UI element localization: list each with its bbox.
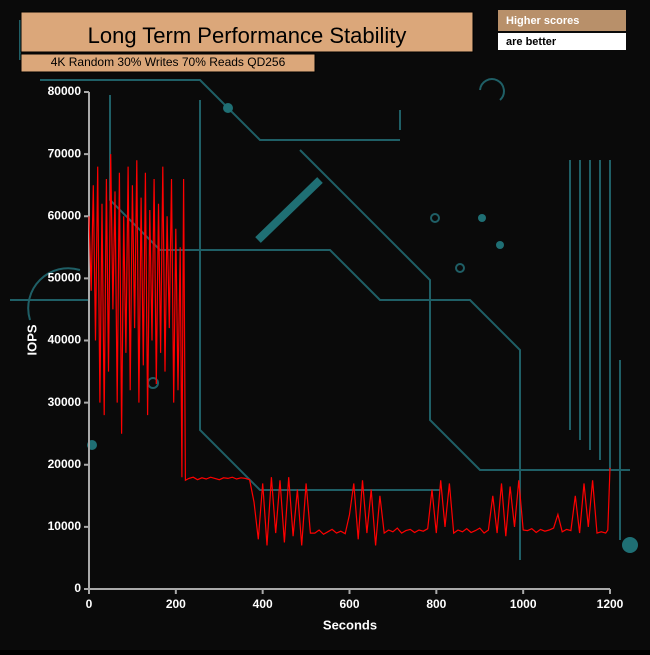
chart-subtitle: 4K Random 30% Writes 70% Reads QD256 (51, 55, 286, 69)
y-tick-label: 50000 (48, 271, 82, 285)
note-box (498, 10, 626, 31)
y-tick-label: 40000 (48, 333, 82, 347)
x-tick-label: 200 (166, 597, 186, 611)
x-tick-label: 1000 (510, 597, 537, 611)
x-tick-label: 1200 (597, 597, 624, 611)
x-tick-label: 400 (253, 597, 273, 611)
title-box (20, 11, 474, 53)
circuit-decoration (10, 20, 638, 560)
x-tick-label: 0 (86, 597, 93, 611)
x-tick-label: 800 (426, 597, 446, 611)
y-tick-label: 20000 (48, 457, 82, 471)
note: Higher scores (506, 15, 579, 27)
y-tick-label: 60000 (48, 208, 82, 222)
subtitle-box (20, 53, 316, 73)
data-line (88, 154, 611, 546)
y-tick-label: 0 (74, 581, 81, 595)
chart-title: Long Term Performance Stability (88, 23, 407, 48)
y-axis-label: IOPS (24, 324, 39, 355)
note-box (498, 33, 626, 50)
y-tick-label: 30000 (48, 395, 82, 409)
y-tick-label: 10000 (48, 519, 82, 533)
y-tick-label: 80000 (48, 84, 82, 98)
x-tick-label: 600 (339, 597, 359, 611)
x-axis-label: Seconds (323, 617, 377, 632)
note: are better (506, 36, 557, 48)
y-tick-label: 70000 (48, 146, 82, 160)
